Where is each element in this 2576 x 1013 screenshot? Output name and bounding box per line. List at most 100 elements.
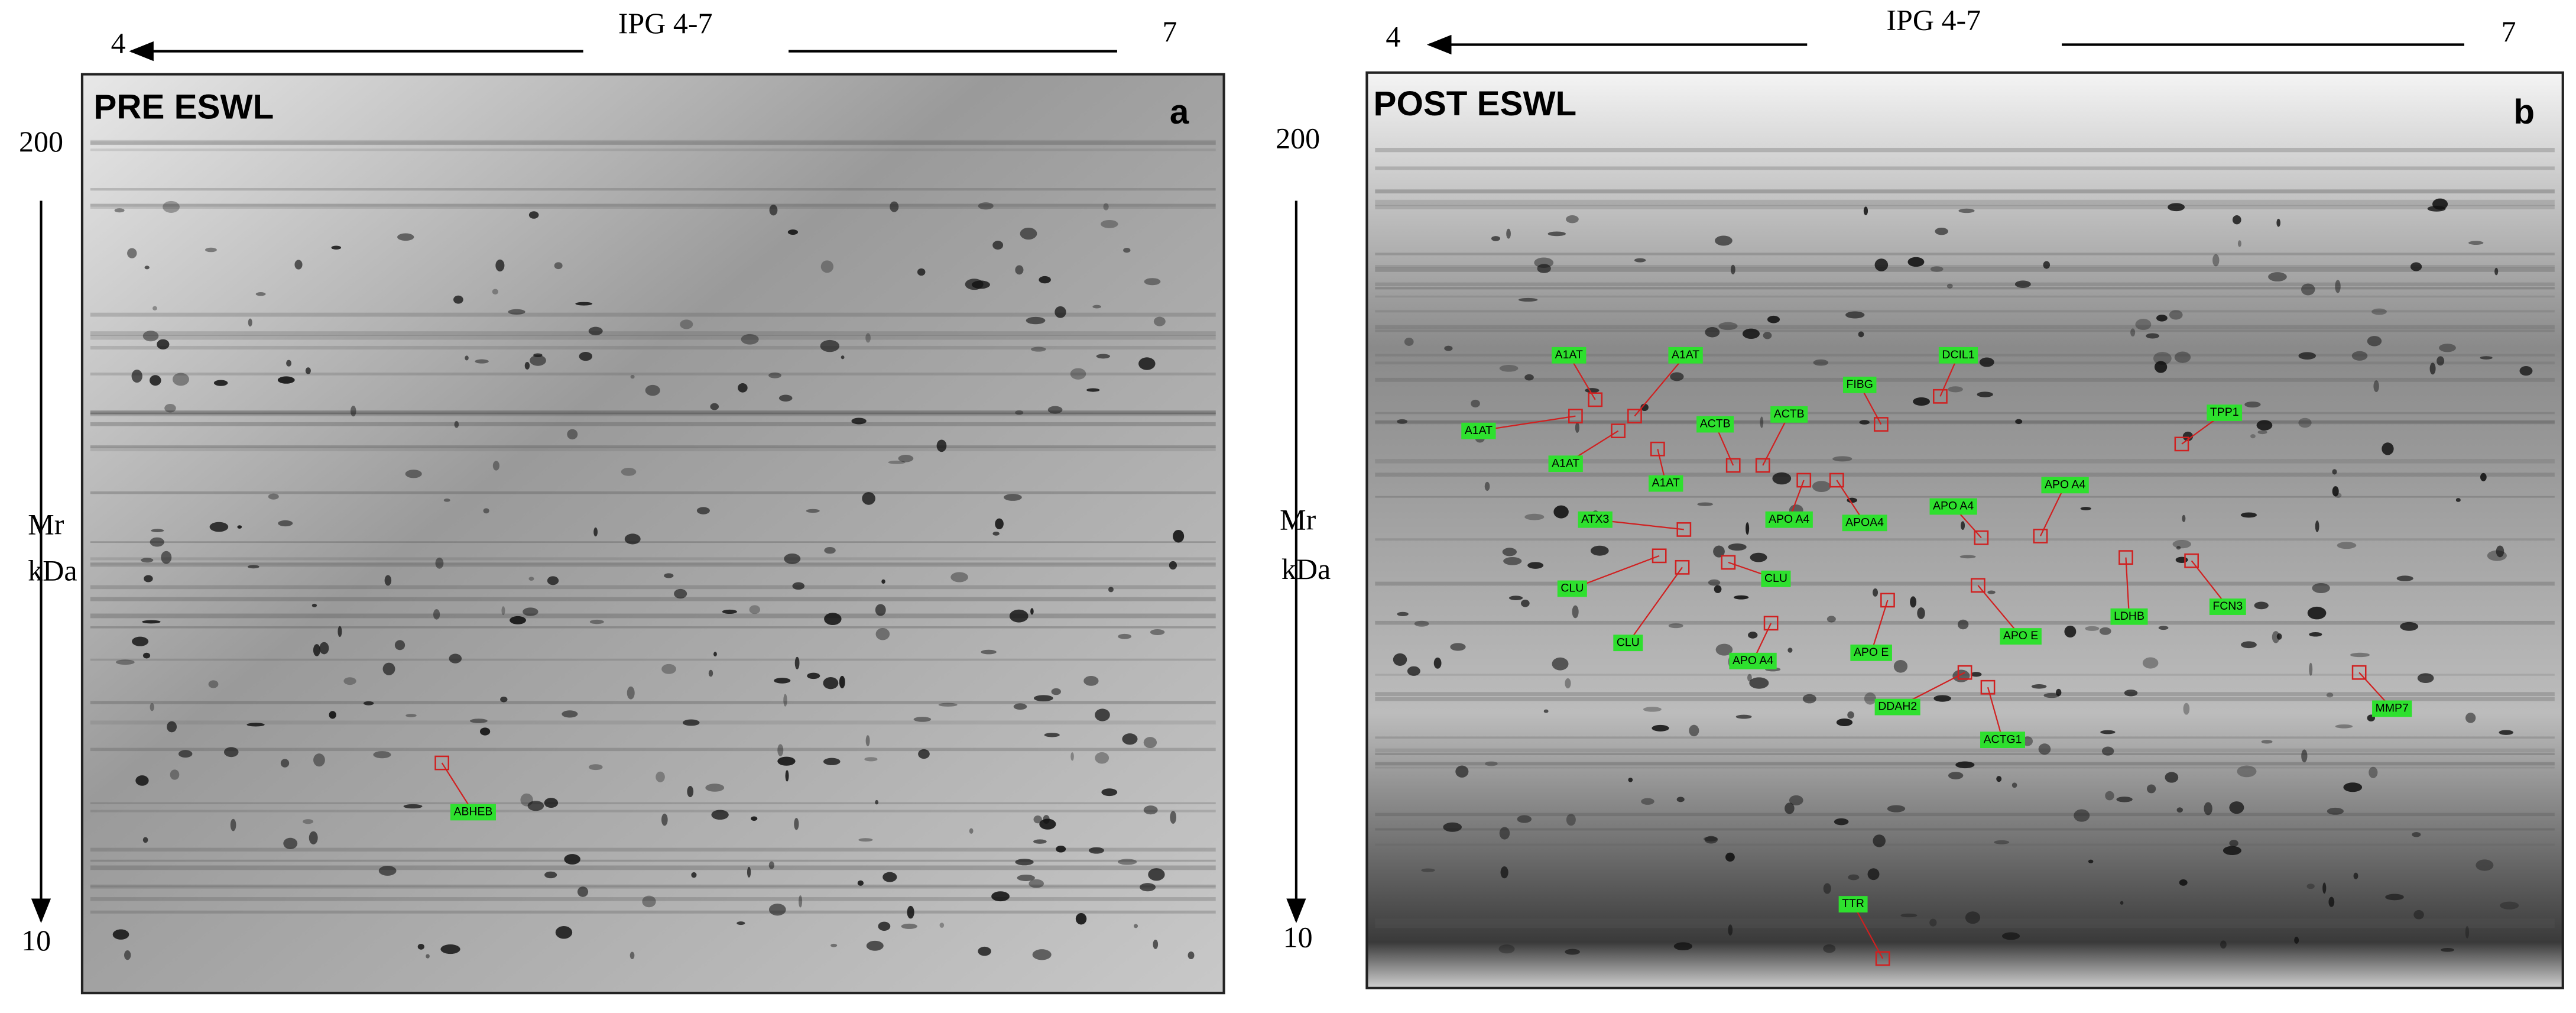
spot-label: MMP7 <box>2376 701 2409 714</box>
gel-spot <box>144 266 150 270</box>
gel-spot <box>1847 711 1854 719</box>
gel-spot <box>2480 472 2487 481</box>
gel-spot <box>1715 235 1733 246</box>
spot-label: A1AT <box>1652 477 1680 490</box>
gel-spot <box>2154 361 2168 373</box>
gel-spot <box>1017 874 1035 881</box>
gel-spot <box>142 652 151 659</box>
gel-spot <box>1930 266 1944 272</box>
gel-spot <box>2116 797 2133 802</box>
gel-spot <box>510 616 526 624</box>
gel-spot <box>1845 311 1865 319</box>
gel-spot <box>1033 815 1042 824</box>
gel-spot <box>255 292 266 296</box>
gel-spot <box>1170 811 1177 824</box>
spot-label: FCN3 <box>2212 600 2243 613</box>
spot-marker <box>1875 951 1890 966</box>
gel-spot <box>208 680 219 688</box>
gel-spot <box>992 241 1004 250</box>
gel-spot <box>2332 486 2339 497</box>
gel-spot <box>1836 718 1853 727</box>
title: PRE ESWL <box>93 88 274 127</box>
gel-spot <box>115 659 135 665</box>
gel-spot <box>2165 772 2179 783</box>
gel-spot <box>1015 859 1034 866</box>
gel-spot <box>865 735 870 746</box>
gel-spot <box>857 880 864 886</box>
gel-spot <box>405 714 417 717</box>
gel-spot <box>661 813 668 826</box>
gel-spot <box>1020 228 1037 240</box>
gel-spot <box>213 380 228 386</box>
gel-spot <box>865 333 871 343</box>
spot-marker <box>1763 616 1779 631</box>
spot-marker <box>1675 559 1690 575</box>
gel-spot <box>1004 494 1022 501</box>
spot-label: ACTB <box>1774 407 1805 420</box>
gel-streak <box>1375 166 2555 170</box>
gel-spot <box>913 717 932 722</box>
gel-spot <box>798 895 803 908</box>
gel-spot <box>890 201 899 212</box>
mw-high: 200 <box>1276 122 1320 155</box>
gel-spot <box>1565 678 1571 689</box>
gel-spot <box>277 376 295 384</box>
gel-spot <box>1703 836 1718 842</box>
gel-spot <box>378 866 397 876</box>
gel-spot <box>710 403 719 410</box>
gel-spot <box>163 200 180 213</box>
gel-spot <box>544 871 557 879</box>
spot-label: APO E <box>1854 646 1889 659</box>
gel-spot <box>2465 926 2470 938</box>
spot-marker <box>1627 409 1642 424</box>
gel-spot <box>1867 868 1880 881</box>
gel-streak <box>90 585 1216 590</box>
spot-label: TPP1 <box>2210 406 2239 419</box>
gel-streak <box>90 331 1216 336</box>
gel-spot <box>1502 548 1517 556</box>
gel-spot <box>751 816 758 821</box>
gel-spot <box>682 719 700 726</box>
gel-spot <box>544 798 559 808</box>
ph-low: 4 <box>1386 20 1400 53</box>
spot-marker <box>1652 548 1667 564</box>
spot-label: APOA4 <box>1845 516 1884 529</box>
gel-spot <box>2371 308 2387 315</box>
gel-spot <box>769 205 778 216</box>
spot-marker <box>1588 392 1603 407</box>
gel-spot <box>223 747 239 758</box>
gel-spot <box>2332 469 2337 475</box>
spot-label-bg <box>1578 511 1613 528</box>
gel-spot <box>2153 352 2172 365</box>
gel-streak <box>90 411 1216 415</box>
gel-spot <box>2237 240 2241 247</box>
gel-spot <box>2232 215 2241 225</box>
gel-spot <box>1088 847 1104 854</box>
gel-spot <box>1553 505 1569 519</box>
gel-spot <box>1900 913 1918 918</box>
gel-spot <box>1015 410 1024 415</box>
spot-label: APO A4 <box>1733 654 1773 667</box>
gel-spot <box>785 770 789 782</box>
gel-spot <box>433 609 440 620</box>
gel-spot <box>830 943 838 947</box>
spot-marker <box>1873 417 1889 432</box>
gel-streak <box>1375 287 2555 290</box>
kda-label: kDa <box>1281 552 1331 585</box>
gel-spot <box>630 951 635 959</box>
gel-spot <box>527 801 544 811</box>
spot-marker <box>1721 555 1736 570</box>
gel-spot <box>588 326 603 335</box>
gel-streak <box>90 897 1216 901</box>
gel-streak <box>1375 918 2555 924</box>
gel-spot <box>1471 399 1480 407</box>
gel-streak <box>1375 748 2555 753</box>
gel-spot <box>2306 883 2315 889</box>
gel-spot <box>2254 601 2269 610</box>
gel-spot <box>2237 765 2257 778</box>
gel-spot <box>2272 631 2280 643</box>
gel-spot <box>2124 690 2138 697</box>
gel-streak <box>1375 265 2555 268</box>
gel-spot <box>127 248 137 258</box>
gel-spot <box>2335 280 2341 293</box>
